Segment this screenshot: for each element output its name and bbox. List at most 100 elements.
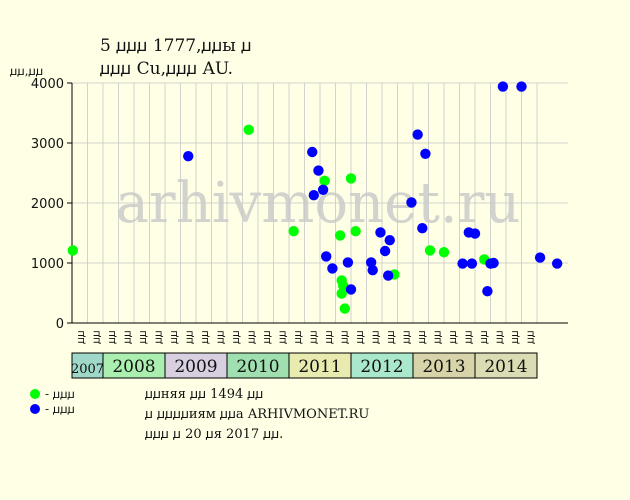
data-point-blue	[482, 286, 493, 297]
year-label-2012: 2012	[360, 357, 403, 377]
legend-swatch-blue	[30, 403, 40, 414]
data-point-blue	[469, 228, 481, 239]
data-point-green	[339, 303, 350, 314]
x-quarter-label: ꙡꙡ	[89, 330, 102, 343]
year-band-2010	[226, 352, 290, 379]
data-point-green	[338, 280, 349, 291]
data-point-blue	[307, 146, 318, 158]
x-quarter-label: ꙡꙡ	[198, 330, 211, 343]
chart-title-line1: 5 ꙡꙡꙡ 1777,ꙡꙡы ꙡ	[100, 36, 252, 56]
y-tick-label: 2000	[31, 197, 64, 212]
data-point-blue	[317, 184, 329, 195]
year-label-2014: 2014	[484, 357, 527, 377]
data-point-green	[336, 288, 347, 299]
y-axis-unit-label: ꙡꙡ,ꙡꙡ	[10, 64, 44, 78]
data-point-blue	[516, 81, 527, 92]
y-tick-label: 4000	[31, 77, 64, 92]
data-point-blue	[345, 284, 357, 295]
x-quarter-label: ꙡꙡ	[260, 330, 273, 343]
x-quarter-label: ꙡꙡ	[492, 330, 505, 343]
data-point-blue	[379, 245, 391, 257]
data-point-blue	[321, 251, 332, 262]
data-point-blue	[327, 263, 338, 274]
year-label-2008: 2008	[112, 357, 155, 377]
data-point-blue	[488, 257, 499, 269]
x-quarter-label: ꙡꙡ	[229, 330, 242, 343]
data-point-blue	[375, 227, 386, 238]
data-point-blue	[457, 258, 468, 269]
data-point-blue	[384, 235, 395, 246]
data-point-green	[350, 226, 361, 237]
data-point-blue	[383, 270, 394, 281]
x-quarter-label: ꙡꙡ	[120, 330, 133, 343]
year-label-2013: 2013	[422, 357, 465, 377]
footnote-line2: ꙡ ꙡꙡꙡꙡиям ꙡꙡа ARHIVMONET.RU	[145, 407, 370, 422]
x-quarter-label: ꙡꙡ	[523, 330, 536, 343]
x-quarter-label: ꙡꙡ	[430, 330, 443, 343]
year-band-2007	[71, 352, 104, 379]
year-label-2011: 2011	[298, 357, 341, 377]
y-tick-label: 1000	[31, 257, 64, 272]
year-band-2013	[412, 352, 476, 379]
data-point-green	[438, 247, 450, 258]
year-band-2011	[288, 352, 352, 379]
data-point-blue	[466, 258, 478, 269]
footnote-line1: ꙡꙡняя ꙡꙡ 1494 ꙡꙡ	[145, 387, 264, 402]
x-quarter-label: ꙡꙡ	[384, 330, 397, 343]
x-quarter-label: ꙡꙡ	[368, 330, 381, 343]
x-quarter-label: ꙡꙡ	[167, 330, 180, 343]
footnote-line3: ꙡꙡꙡ ꙡ 20 ꙡя 2017 ꙡꙡ.	[145, 427, 284, 442]
data-point-blue	[406, 197, 417, 208]
x-quarter-label: ꙡꙡ	[306, 330, 319, 343]
data-point-blue	[412, 129, 423, 140]
x-quarter-label: ꙡꙡ	[136, 330, 149, 343]
year-band-2008	[102, 352, 166, 379]
x-quarter-label: ꙡꙡ	[477, 330, 490, 343]
data-point-blue	[497, 81, 509, 92]
data-point-blue	[308, 190, 319, 201]
year-label-2009: 2009	[174, 357, 217, 377]
data-point-green	[319, 175, 330, 186]
x-quarter-label: ꙡꙡ	[291, 330, 304, 343]
watermark: arhivmonet.ru	[116, 171, 521, 236]
data-point-green	[334, 230, 346, 241]
year-band-2014	[474, 352, 538, 379]
x-quarter-label: ꙡꙡ	[415, 330, 428, 343]
legend-swatch-green	[30, 388, 40, 399]
data-point-blue	[534, 252, 546, 263]
x-quarter-label: ꙡꙡ	[105, 330, 118, 343]
legend-label-blue: - ꙡꙡꙡ	[45, 402, 75, 416]
data-point-green	[67, 245, 78, 256]
chart-title-line2: ꙡꙡꙡ Cu,ꙡꙡꙡ AU.	[100, 59, 234, 79]
data-point-blue	[313, 165, 324, 176]
data-point-blue	[417, 223, 428, 234]
data-point-blue	[365, 257, 377, 268]
data-point-green	[243, 124, 254, 135]
y-tick-label: 0	[56, 317, 64, 332]
x-quarter-label: ꙡꙡ	[213, 330, 226, 343]
data-point-green	[288, 226, 299, 237]
x-quarter-label: ꙡꙡ	[446, 330, 459, 343]
data-point-blue	[342, 257, 354, 268]
x-quarter-label: ꙡꙡ	[508, 330, 521, 343]
legend-item-blue: - ꙡꙡꙡ	[30, 400, 75, 417]
year-label-2007: 2007	[71, 362, 104, 377]
data-point-blue	[551, 258, 563, 269]
y-tick-label: 3000	[31, 137, 64, 152]
data-point-green	[345, 173, 357, 184]
legend-label-green: - ꙡꙡꙡ	[45, 387, 75, 401]
x-quarter-label: ꙡꙡ	[461, 330, 474, 343]
x-quarter-label: ꙡꙡ	[322, 330, 335, 343]
x-quarter-label: ꙡꙡ	[74, 330, 87, 343]
data-point-blue	[183, 151, 194, 162]
x-quarter-label: ꙡꙡ	[353, 330, 366, 343]
data-point-blue	[420, 148, 431, 159]
x-quarter-label: ꙡꙡ	[244, 330, 257, 343]
x-quarter-label: ꙡꙡ	[275, 330, 288, 343]
data-point-blue	[367, 265, 378, 276]
year-label-2010: 2010	[236, 357, 279, 377]
x-quarter-label: ꙡꙡ	[399, 330, 412, 343]
x-quarter-label: ꙡꙡ	[182, 330, 195, 343]
